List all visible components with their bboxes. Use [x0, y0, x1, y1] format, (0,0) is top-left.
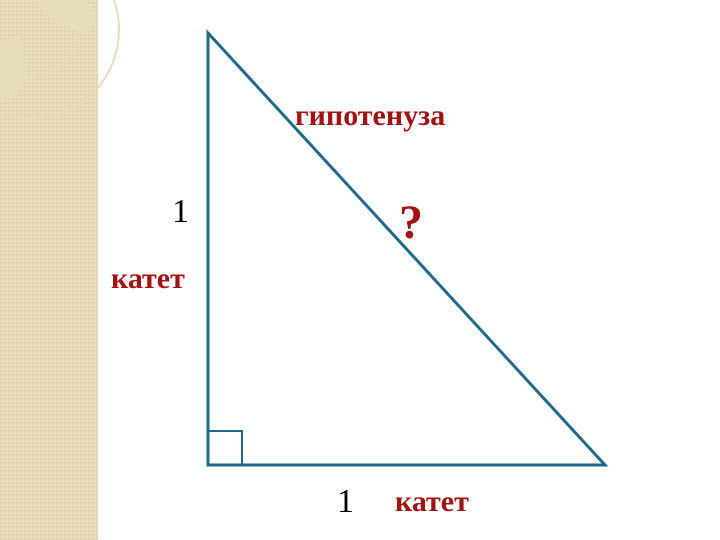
- horizontal-leg-value: 1: [337, 483, 354, 521]
- hypotenuse-label: гипотенуза: [295, 99, 445, 133]
- horizontal-leg-label: катет: [395, 485, 469, 519]
- question-mark: ?: [399, 195, 423, 250]
- right-angle-marker: [208, 431, 242, 465]
- vertical-leg-label: катет: [111, 262, 185, 296]
- slide: гипотенуза ? 1 катет 1 катет: [0, 0, 720, 540]
- diagram-svg: [0, 0, 720, 540]
- vertical-leg-value: 1: [172, 193, 189, 231]
